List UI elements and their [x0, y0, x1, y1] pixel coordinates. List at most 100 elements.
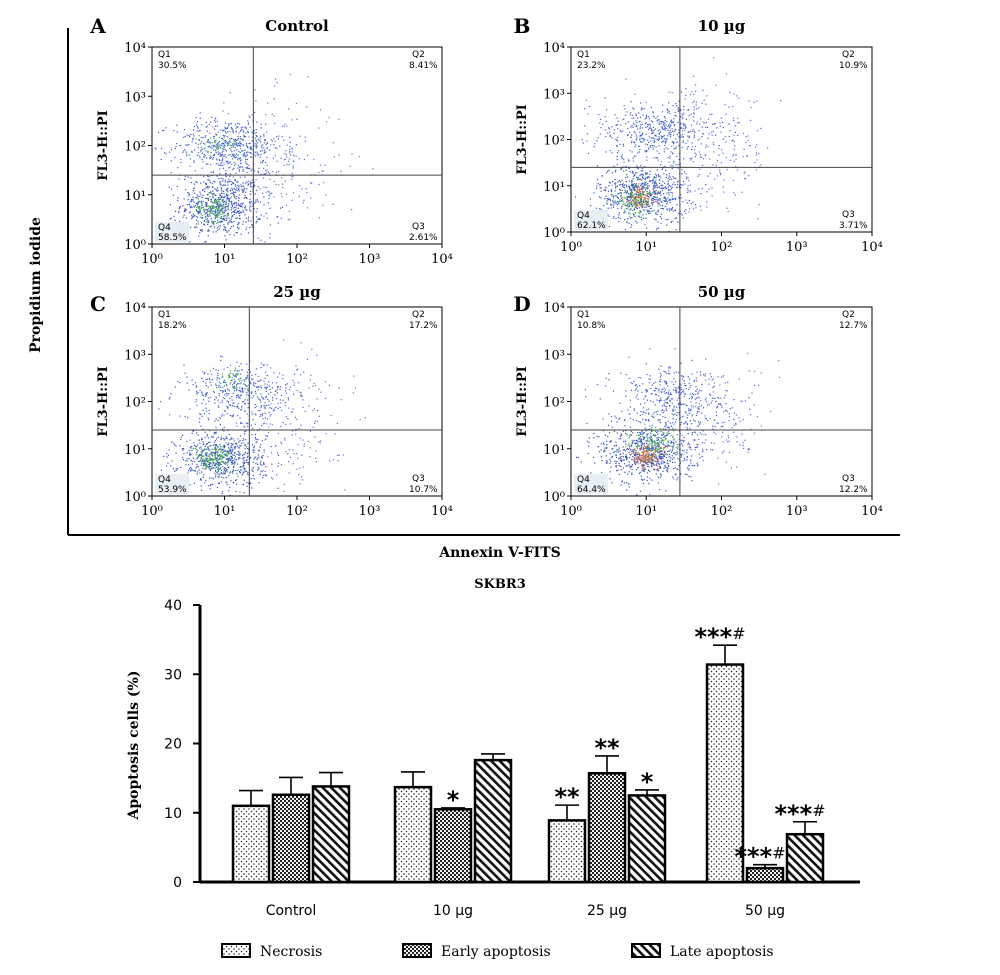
- significance-annotation: **: [594, 734, 620, 762]
- x-tick-label: 10²: [286, 252, 308, 267]
- bar-dots: [705, 663, 745, 884]
- bar-chart: SKBR3 Apoptosis cells (%) 0 10 20 30 40 Contr…: [126, 577, 860, 960]
- x-category-label: Control: [266, 903, 317, 919]
- panel-y-label: FL3-H::PI: [515, 366, 530, 437]
- x-tick-label: 10⁰: [141, 252, 163, 267]
- quadrant-q3-name: Q3: [412, 474, 425, 484]
- y-tick-label: 10³: [543, 87, 565, 102]
- quadrant-q4-box: [155, 222, 189, 242]
- panel-y-label: FL3-H::PI: [515, 104, 530, 175]
- quadrant-q4-box: [155, 474, 189, 494]
- x-tick-label: 10⁰: [560, 240, 582, 255]
- scatter-points: [158, 339, 366, 497]
- quadrant-q4-name: Q4: [158, 475, 171, 485]
- y-tick-label: 0: [173, 875, 182, 891]
- panel-title: 10 µg: [698, 17, 746, 35]
- bar-checker: [433, 808, 473, 884]
- quadrant-q1-name: Q1: [577, 310, 590, 320]
- panel-letter: C: [90, 292, 106, 316]
- scatter-points: [574, 57, 782, 233]
- quadrant-q4-box: [574, 474, 608, 494]
- quadrant-q4-name: Q4: [577, 475, 590, 485]
- figure-x-title: Annexin V-FITS: [438, 545, 561, 561]
- quadrant-q1-value: 30.5%: [158, 61, 187, 71]
- x-tick-label: 10²: [711, 240, 733, 255]
- legend-swatch-dots: [221, 943, 251, 958]
- x-category-label: 50 µg: [745, 903, 785, 919]
- x-tick-label: 10²: [711, 504, 733, 519]
- bar-dots: [393, 785, 433, 884]
- y-tick-label: 20: [164, 737, 182, 753]
- x-tick-label: 10⁰: [141, 504, 163, 519]
- flow-panel-a: A Control 10⁰ 10¹ 10² 10³ 10⁴ 10⁰ 10¹ 10² 10³ 10⁴ FL…: [89, 14, 453, 267]
- x-tick-label: 10³: [359, 504, 381, 519]
- scatter-points: [154, 73, 374, 243]
- y-tick-label: 10⁴: [124, 41, 146, 56]
- y-tick-label: 10³: [124, 90, 146, 105]
- significance-annotation: ***#: [774, 800, 825, 828]
- y-tick-label: 10²: [124, 396, 146, 411]
- quadrant-q4-value: 53.9%: [158, 485, 187, 495]
- bar-group: *: [393, 753, 513, 884]
- y-tick-label: 10¹: [543, 443, 565, 458]
- quadrant-q2-value: 12.7%: [839, 321, 868, 331]
- quadrant-q1-value: 10.8%: [577, 321, 606, 331]
- y-tick-label: 10³: [124, 348, 146, 363]
- quadrant-q2-name: Q2: [842, 310, 855, 320]
- y-tick-label: 10: [164, 806, 182, 822]
- quadrant-q2-value: 10.9%: [839, 61, 868, 71]
- legend-item: Late apoptosis: [631, 943, 774, 960]
- x-tick-label: 10¹: [214, 504, 236, 519]
- flow-panel-d: D 50 µg 10⁰ 10¹ 10² 10³ 10⁴ 10⁰ 10¹ 10² 10³ 10⁴ FL3-…: [513, 283, 883, 519]
- bar-group: [231, 771, 351, 884]
- x-tick-label: 10⁰: [560, 504, 582, 519]
- quadrant-q4-value: 64.4%: [577, 485, 606, 495]
- quadrant-q2-value: 8.41%: [409, 61, 438, 71]
- legend-item: Necrosis: [221, 943, 322, 960]
- significance-annotation: ***#: [694, 623, 745, 651]
- quadrant-q1-value: 23.2%: [577, 61, 606, 71]
- quadrant-q1-name: Q1: [158, 50, 171, 60]
- bar-chart-y-label: Apoptosis cells (%): [126, 671, 142, 821]
- bar-hatch: [311, 785, 351, 884]
- y-tick-label: 10⁴: [543, 301, 565, 316]
- x-tick-label: 10¹: [635, 504, 657, 519]
- y-tick-label: 10¹: [124, 189, 146, 204]
- bar-dots: [547, 819, 587, 884]
- quadrant-q3-value: 3.71%: [839, 221, 868, 231]
- x-tick-label: 10¹: [214, 252, 236, 267]
- quadrant-q3-name: Q3: [412, 222, 425, 232]
- y-tick-label: 10⁰: [543, 490, 565, 505]
- bar-checker: [587, 772, 627, 884]
- quadrant-q4-value: 58.5%: [158, 233, 187, 243]
- bar-group: ***# ***# ***#: [694, 623, 826, 884]
- quadrant-q2-name: Q2: [412, 310, 425, 320]
- quadrant-q3-name: Q3: [842, 210, 855, 220]
- y-tick-label: 10³: [543, 348, 565, 363]
- significance-annotation: ***#: [734, 843, 785, 871]
- bar-hatch: [627, 794, 667, 884]
- panel-letter: B: [514, 14, 531, 38]
- panel-title: 50 µg: [698, 283, 746, 301]
- y-tick-label: 10⁰: [543, 226, 565, 241]
- x-category-label: 25 µg: [587, 903, 627, 919]
- legend-swatch-checker: [402, 943, 432, 958]
- legend-label: Late apoptosis: [670, 944, 774, 960]
- quadrant-q1-value: 18.2%: [158, 321, 187, 331]
- quadrant-q3-value: 12.2%: [839, 485, 868, 495]
- y-tick-label: 10⁰: [124, 490, 146, 505]
- x-tick-label: 10⁴: [431, 252, 453, 267]
- significance-annotation: *: [447, 786, 460, 814]
- quadrant-q3-value: 10.7%: [409, 485, 438, 495]
- significance-annotation: **: [554, 783, 580, 811]
- y-tick-label: 10⁰: [124, 238, 146, 253]
- x-tick-label: 10²: [286, 504, 308, 519]
- bar-checker: [271, 793, 311, 884]
- flow-panels: A Control 10⁰ 10¹ 10² 10³ 10⁴ 10⁰ 10¹ 10² 10³ 10⁴ FL…: [89, 14, 883, 519]
- x-tick-label: 10³: [786, 240, 808, 255]
- panel-y-label: FL3-H::PI: [96, 366, 111, 437]
- x-tick-label: 10¹: [635, 240, 657, 255]
- quadrant-q2-name: Q2: [842, 50, 855, 60]
- y-tick-label: 10²: [543, 134, 565, 149]
- bar-chart-title: SKBR3: [474, 577, 526, 592]
